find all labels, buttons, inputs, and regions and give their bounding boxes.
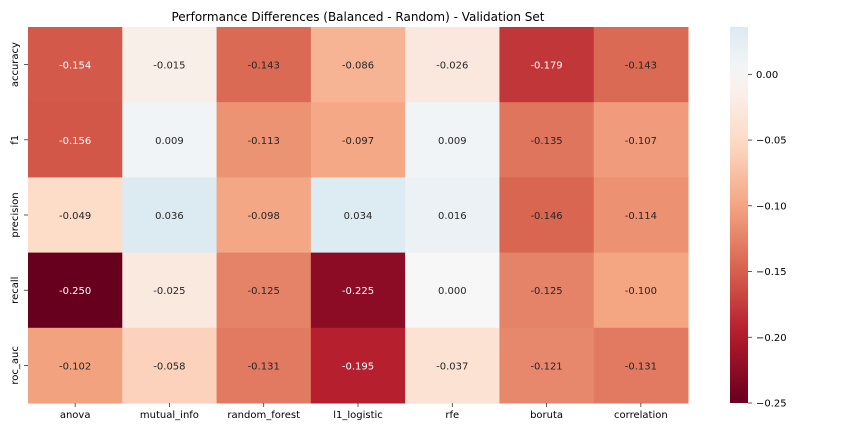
heatmap-cell — [216, 327, 312, 404]
y-axis-ticks: accuracy f1 precision recall roc_auc — [10, 42, 28, 385]
cell-value-label: -0.107 — [625, 136, 657, 147]
x-tick-label: boruta — [530, 410, 563, 421]
chart-title: Performance Differences (Balanced - Rand… — [171, 10, 544, 24]
colorbar-tick-label: 0.00 — [756, 70, 778, 81]
y-tick-label: recall — [10, 277, 21, 304]
cell-value-label: -0.100 — [625, 286, 657, 297]
heatmap-cell — [405, 102, 500, 178]
heatmap-cell — [499, 252, 595, 329]
heatmap-cell — [122, 102, 218, 178]
cell-value-label: -0.026 — [436, 61, 468, 72]
heatmap-cell — [593, 252, 689, 329]
heatmap-cell — [122, 252, 218, 329]
cell-value-label: -0.154 — [59, 61, 91, 72]
cell-value-label: -0.179 — [530, 61, 562, 72]
colorbar-tick-label: −0.05 — [756, 136, 787, 147]
y-tick-label: roc_auc — [10, 346, 21, 384]
heatmap-cell — [593, 27, 689, 103]
cell-value-label: 0.036 — [155, 211, 184, 222]
heatmap-cell — [499, 27, 595, 103]
cell-value-label: -0.225 — [342, 286, 374, 297]
colorbar-tick-label: −0.25 — [756, 399, 787, 410]
x-tick-label: random_forest — [227, 410, 300, 421]
cell-value-label: -0.143 — [248, 61, 280, 72]
heatmap-cell — [499, 327, 595, 404]
cell-value-label: 0.016 — [438, 211, 467, 222]
heatmap-cell — [310, 177, 406, 254]
colorbar-tick-label: −0.10 — [756, 201, 787, 212]
cell-value-label: 0.000 — [438, 286, 467, 297]
colorbar-gradient — [730, 27, 748, 403]
cell-value-label: 0.034 — [344, 211, 373, 222]
cell-value-label: -0.131 — [625, 361, 657, 372]
cell-value-label: -0.135 — [530, 136, 562, 147]
cell-value-label: -0.121 — [530, 361, 562, 372]
cell-value-label: -0.025 — [153, 286, 185, 297]
cell-value-label: -0.195 — [342, 361, 374, 372]
colorbar-tick-label: −0.20 — [756, 333, 787, 344]
cell-value-label: -0.049 — [59, 211, 91, 222]
cell-value-label: -0.146 — [530, 211, 562, 222]
y-tick-label: accuracy — [10, 42, 21, 87]
heatmap-cell — [405, 252, 500, 329]
heatmap-cell — [405, 177, 500, 254]
cell-value-label: -0.125 — [530, 286, 562, 297]
heatmap-cell — [310, 252, 406, 329]
cell-value-label: 0.009 — [155, 136, 184, 147]
heatmap-cell — [593, 177, 689, 254]
heatmap-cell — [593, 327, 689, 404]
heatmap-cell — [593, 102, 689, 178]
heatmap-cell — [28, 27, 123, 103]
heatmap-cell — [216, 252, 312, 329]
heatmap-cell — [405, 327, 500, 404]
cell-value-label: -0.086 — [342, 61, 374, 72]
x-tick-label: rfe — [445, 410, 459, 421]
cell-value-label: -0.131 — [248, 361, 280, 372]
heatmap-cell — [122, 27, 218, 103]
heatmap-cell — [28, 252, 123, 329]
cell-value-label: -0.098 — [248, 211, 280, 222]
cell-value-label: -0.058 — [153, 361, 185, 372]
heatmap-cell — [405, 27, 500, 103]
heatmap-cells: -0.154 -0.015 -0.143 -0.086 -0.026 -0.179 -0.1… — [28, 27, 689, 404]
heatmap-cell — [216, 177, 312, 254]
cell-value-label: -0.143 — [625, 61, 657, 72]
cell-value-label: -0.250 — [59, 286, 91, 297]
y-tick-label: f1 — [10, 135, 21, 145]
heatmap-cell — [310, 327, 406, 404]
heatmap-cell — [310, 27, 406, 103]
cell-value-label: 0.009 — [438, 136, 467, 147]
cell-value-label: -0.125 — [248, 286, 280, 297]
heatmap-cell — [122, 327, 218, 404]
cell-value-label: -0.102 — [59, 361, 91, 372]
cell-value-label: -0.156 — [59, 136, 91, 147]
cell-value-label: -0.015 — [153, 61, 185, 72]
heatmap-cell — [310, 102, 406, 178]
cell-value-label: -0.097 — [342, 136, 374, 147]
x-axis-ticks: anova mutual_info random_forest l1_logistic… — [60, 403, 668, 421]
cell-value-label: -0.114 — [625, 211, 657, 222]
heatmap-cell — [216, 27, 312, 103]
x-tick-label: correlation — [614, 410, 668, 421]
x-tick-label: l1_logistic — [333, 410, 383, 421]
heatmap-cell — [499, 102, 595, 178]
cell-value-label: -0.037 — [436, 361, 468, 372]
heatmap-cell — [122, 177, 218, 254]
heatmap-cell — [499, 177, 595, 254]
heatmap-cell — [28, 327, 123, 404]
heatmap-cell — [28, 102, 123, 178]
colorbar: 0.00 −0.05 −0.10 −0.15 −0.20 −0.25 — [730, 27, 787, 410]
colorbar-tick-label: −0.15 — [756, 267, 787, 278]
heatmap-cell — [28, 177, 123, 254]
y-tick-label: precision — [10, 192, 21, 237]
cell-value-label: -0.113 — [248, 136, 280, 147]
x-tick-label: mutual_info — [140, 410, 199, 421]
heatmap-cell — [216, 102, 312, 178]
x-tick-label: anova — [60, 410, 91, 421]
